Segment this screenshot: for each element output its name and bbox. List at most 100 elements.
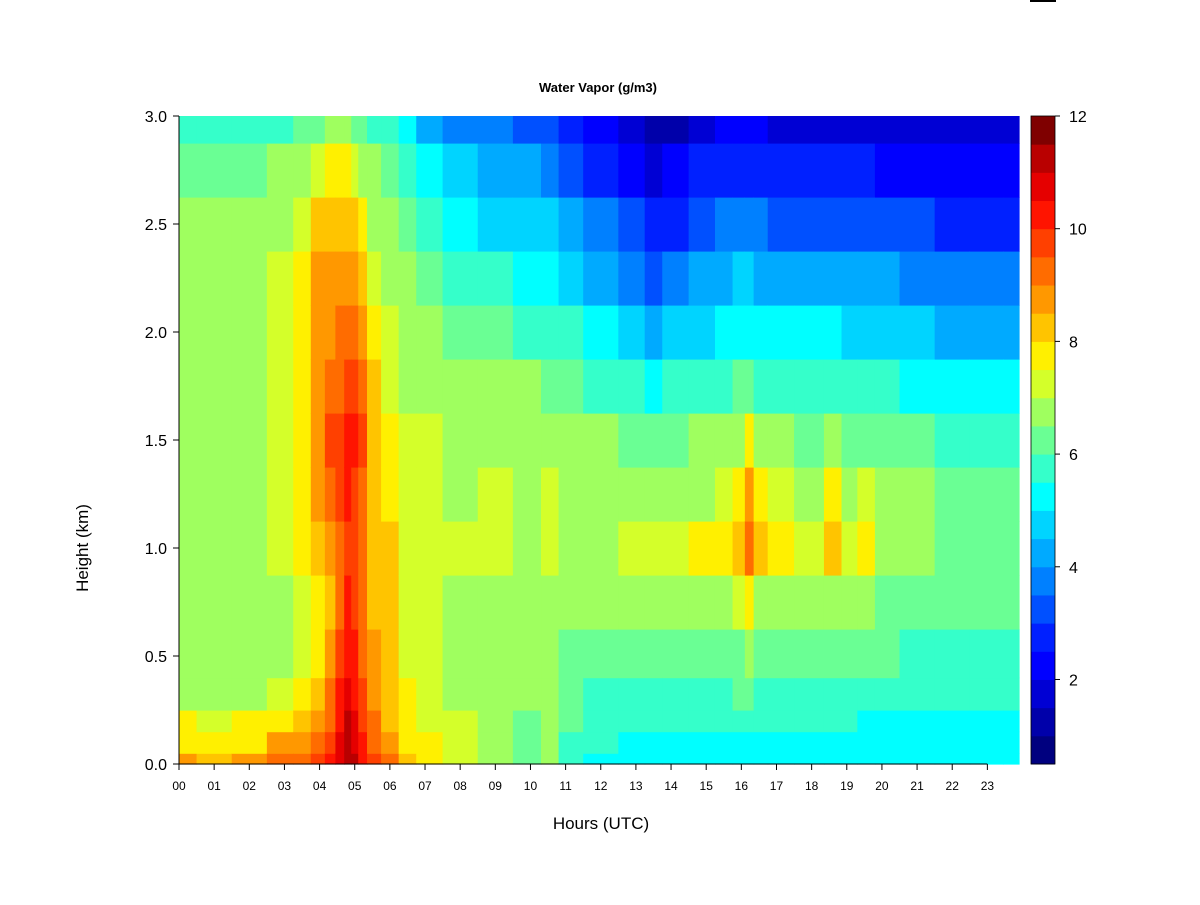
x-tick-label: 12	[594, 779, 608, 793]
heatmap-cell	[351, 467, 359, 522]
heatmap-cell	[398, 305, 417, 360]
heatmap-cell	[934, 467, 971, 522]
heatmap-cell	[541, 143, 560, 198]
colorbar-swatch	[1031, 623, 1055, 652]
heatmap-cell	[732, 677, 746, 711]
heatmap-cell	[753, 359, 769, 414]
heatmap-cell	[416, 143, 444, 198]
heatmap-cell	[477, 677, 514, 711]
heatmap-cell	[969, 629, 1004, 679]
heatmap-cell	[857, 629, 876, 679]
heatmap-cell	[558, 731, 584, 754]
heatmap-cell	[744, 413, 755, 468]
heatmap-cell	[823, 521, 843, 576]
colorbar-swatch	[1031, 397, 1055, 427]
heatmap-cell	[618, 575, 646, 630]
heatmap-cell	[794, 753, 825, 765]
heatmap-cell	[381, 467, 400, 522]
heatmap-cell	[767, 629, 795, 679]
heatmap-cell	[662, 629, 690, 679]
heatmap-cell	[794, 116, 825, 144]
heatmap-cell	[899, 143, 936, 198]
heatmap-cell	[367, 710, 382, 733]
heatmap-cell	[841, 677, 858, 711]
heatmap-cell	[899, 575, 936, 630]
heatmap-cell	[266, 731, 294, 754]
heatmap-cell	[324, 521, 336, 576]
heatmap-cell	[324, 359, 336, 414]
heatmap-cell	[1003, 629, 1020, 679]
heatmap-cell	[351, 753, 359, 765]
heatmap-cell	[714, 731, 734, 754]
heatmap-cell	[753, 467, 769, 522]
heatmap-cell	[583, 467, 619, 522]
heatmap-cell	[231, 143, 268, 198]
heatmap-cell	[541, 413, 560, 468]
heatmap-cell	[512, 575, 542, 630]
heatmap-cell	[874, 413, 901, 468]
heatmap-cell	[688, 359, 716, 414]
heatmap-cell	[583, 521, 619, 576]
heatmap-cell	[688, 731, 716, 754]
x-tick-label: 08	[453, 779, 467, 793]
heatmap-cell	[335, 467, 345, 522]
heatmap-cell	[477, 710, 514, 733]
heatmap-cell	[753, 710, 769, 733]
heatmap-cell	[324, 710, 336, 733]
x-tick-label: 20	[875, 779, 889, 793]
heatmap-cell	[857, 467, 876, 522]
colorbar-tick-label: 4	[1069, 560, 1078, 577]
heatmap-cell	[794, 731, 825, 754]
heatmap-cell	[351, 710, 359, 733]
heatmap-cell	[767, 710, 795, 733]
heatmap-cell	[541, 710, 560, 733]
heatmap-cell	[753, 753, 769, 765]
heatmap-cell	[179, 731, 198, 754]
heatmap-cell	[367, 467, 382, 522]
heatmap-cell	[231, 753, 268, 765]
heatmap-cell	[367, 629, 382, 679]
heatmap-cell	[874, 116, 901, 144]
heatmap-cell	[398, 413, 417, 468]
heatmap-cell	[644, 359, 663, 414]
heatmap-cell	[231, 413, 268, 468]
heatmap-cell	[732, 575, 746, 630]
heatmap-cell	[899, 413, 936, 468]
heatmap-cell	[753, 629, 769, 679]
heatmap-cell	[662, 677, 690, 711]
heatmap-cell	[442, 305, 479, 360]
heatmap-cell	[196, 753, 233, 765]
heatmap-cell	[558, 575, 584, 630]
heatmap-cell	[644, 467, 663, 522]
heatmap-cell	[823, 359, 843, 414]
heatmap-cell	[841, 731, 858, 754]
heatmap-cell	[351, 359, 359, 414]
heatmap-cell	[381, 197, 400, 252]
heatmap-cell	[351, 143, 359, 198]
heatmap-cell	[899, 359, 936, 414]
heatmap-cell	[512, 197, 542, 252]
heatmap-cell	[541, 521, 560, 576]
heatmap-cell	[767, 359, 795, 414]
heatmap-cell	[714, 521, 734, 576]
heatmap-cell	[351, 575, 359, 630]
heatmap-cell	[358, 467, 368, 522]
heatmap-cell	[231, 305, 268, 360]
heatmap-cell	[841, 753, 858, 765]
heatmap-cell	[358, 413, 368, 468]
x-tick-label: 15	[700, 779, 714, 793]
heatmap-cell	[351, 521, 359, 576]
heatmap-cell	[196, 629, 233, 679]
heatmap-cell	[969, 359, 1004, 414]
heatmap-cell	[358, 305, 368, 360]
heatmap-cell	[196, 731, 233, 754]
heatmap-cell	[196, 305, 233, 360]
heatmap-cell	[823, 575, 843, 630]
heatmap-cell	[841, 359, 858, 414]
heatmap-cell	[767, 305, 795, 360]
heatmap-cell	[841, 710, 858, 733]
heatmap-cell	[899, 467, 936, 522]
heatmap-cell	[1003, 467, 1020, 522]
heatmap-cell	[351, 251, 359, 306]
heatmap-cell	[714, 629, 734, 679]
